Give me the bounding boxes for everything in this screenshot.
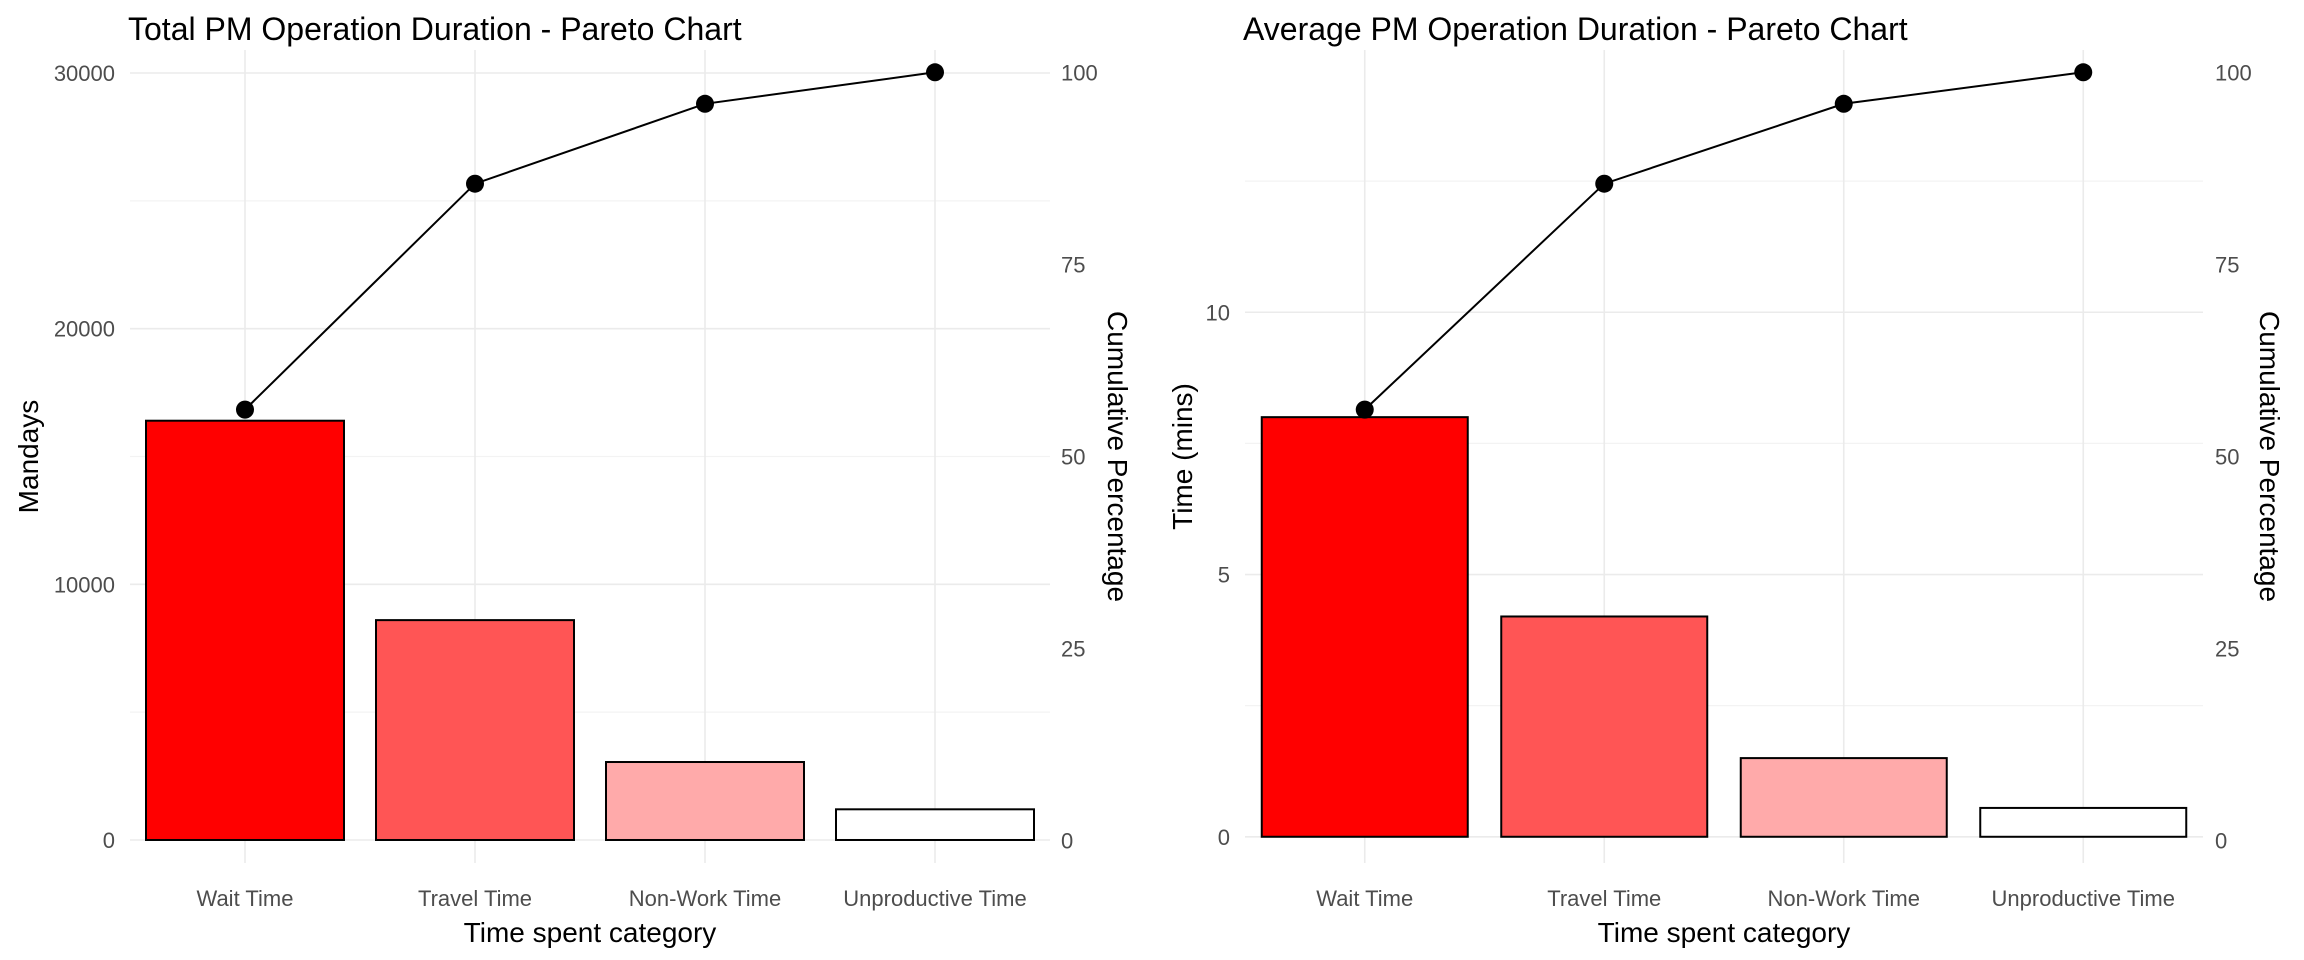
- cumulative-percentage-line: [244, 71, 936, 411]
- cumulative-percentage-point: [1355, 400, 1374, 419]
- total-duration-pareto-panel: 0 10000 20000 30000 0 25 50 75 100 Wait Time Trave…: [13, 11, 1133, 948]
- cumulative-percentage-point: [1595, 174, 1614, 193]
- y2-tick-label: 50: [2215, 445, 2239, 470]
- y-axis-title: Mandays: [13, 400, 44, 514]
- bar-wait-time: [1260, 416, 1469, 838]
- y-tick-label: 30000: [54, 61, 115, 86]
- y2-tick-label: 75: [2215, 252, 2239, 277]
- x-tick-label: Wait Time: [1316, 886, 1413, 911]
- y2-tick-label: 100: [2215, 60, 2252, 85]
- bar-unproductive-time: [1979, 806, 2188, 838]
- y2-axis-title: Cumulative Percentage: [2254, 311, 2285, 602]
- y-tick-label: 5: [1218, 563, 1230, 588]
- y2-tick-label: 25: [1061, 637, 1085, 662]
- y2-tick-label: 25: [2215, 637, 2239, 662]
- x-tick-label: Unproductive Time: [843, 886, 1026, 911]
- x-tick-label: Wait Time: [197, 886, 294, 911]
- bar-travel-time: [375, 619, 575, 841]
- y-axis-title: Time (mins): [1167, 383, 1198, 530]
- x-tick-label: Unproductive Time: [1992, 886, 2175, 911]
- cumulative-percentage-point: [696, 94, 714, 113]
- y-tick-label: 20000: [54, 317, 115, 342]
- bar-non-work-time: [605, 761, 805, 841]
- x-tick-label: Non-Work Time: [629, 886, 781, 911]
- y2-tick-label: 75: [1061, 252, 1085, 277]
- y2-tick-label: 0: [1061, 829, 1073, 854]
- x-axis-title: Time spent category: [464, 917, 717, 948]
- cumulative-percentage-point: [236, 400, 254, 419]
- bar-travel-time: [1500, 615, 1709, 838]
- cumulative-percentage-point: [466, 174, 484, 193]
- cumulative-percentage-point: [1834, 94, 1853, 113]
- cumulative-percentage-point: [2074, 63, 2093, 82]
- y-tick-label: 0: [103, 828, 115, 853]
- x-tick-label: Travel Time: [418, 886, 532, 911]
- chart-title: Total PM Operation Duration - Pareto Cha…: [128, 11, 742, 47]
- bar-wait-time: [145, 419, 345, 841]
- y-tick-label: 10: [1206, 300, 1230, 325]
- y-tick-label: 10000: [54, 572, 115, 597]
- x-tick-label: Non-Work Time: [1768, 886, 1920, 911]
- bar-unproductive-time: [835, 808, 1035, 841]
- y2-tick-label: 100: [1061, 60, 1098, 85]
- y2-axis-title: Cumulative Percentage: [1102, 311, 1133, 602]
- cumulative-percentage-point: [926, 63, 944, 82]
- x-axis-title: Time spent category: [1598, 917, 1851, 948]
- y-tick-label: 0: [1218, 825, 1230, 850]
- y2-tick-label: 0: [2215, 829, 2227, 854]
- x-tick-label: Travel Time: [1547, 886, 1661, 911]
- bar-non-work-time: [1739, 757, 1948, 838]
- chart-title: Average PM Operation Duration - Pareto C…: [1243, 11, 1908, 47]
- y2-tick-label: 50: [1061, 445, 1085, 470]
- cumulative-percentage-line: [1364, 71, 2084, 411]
